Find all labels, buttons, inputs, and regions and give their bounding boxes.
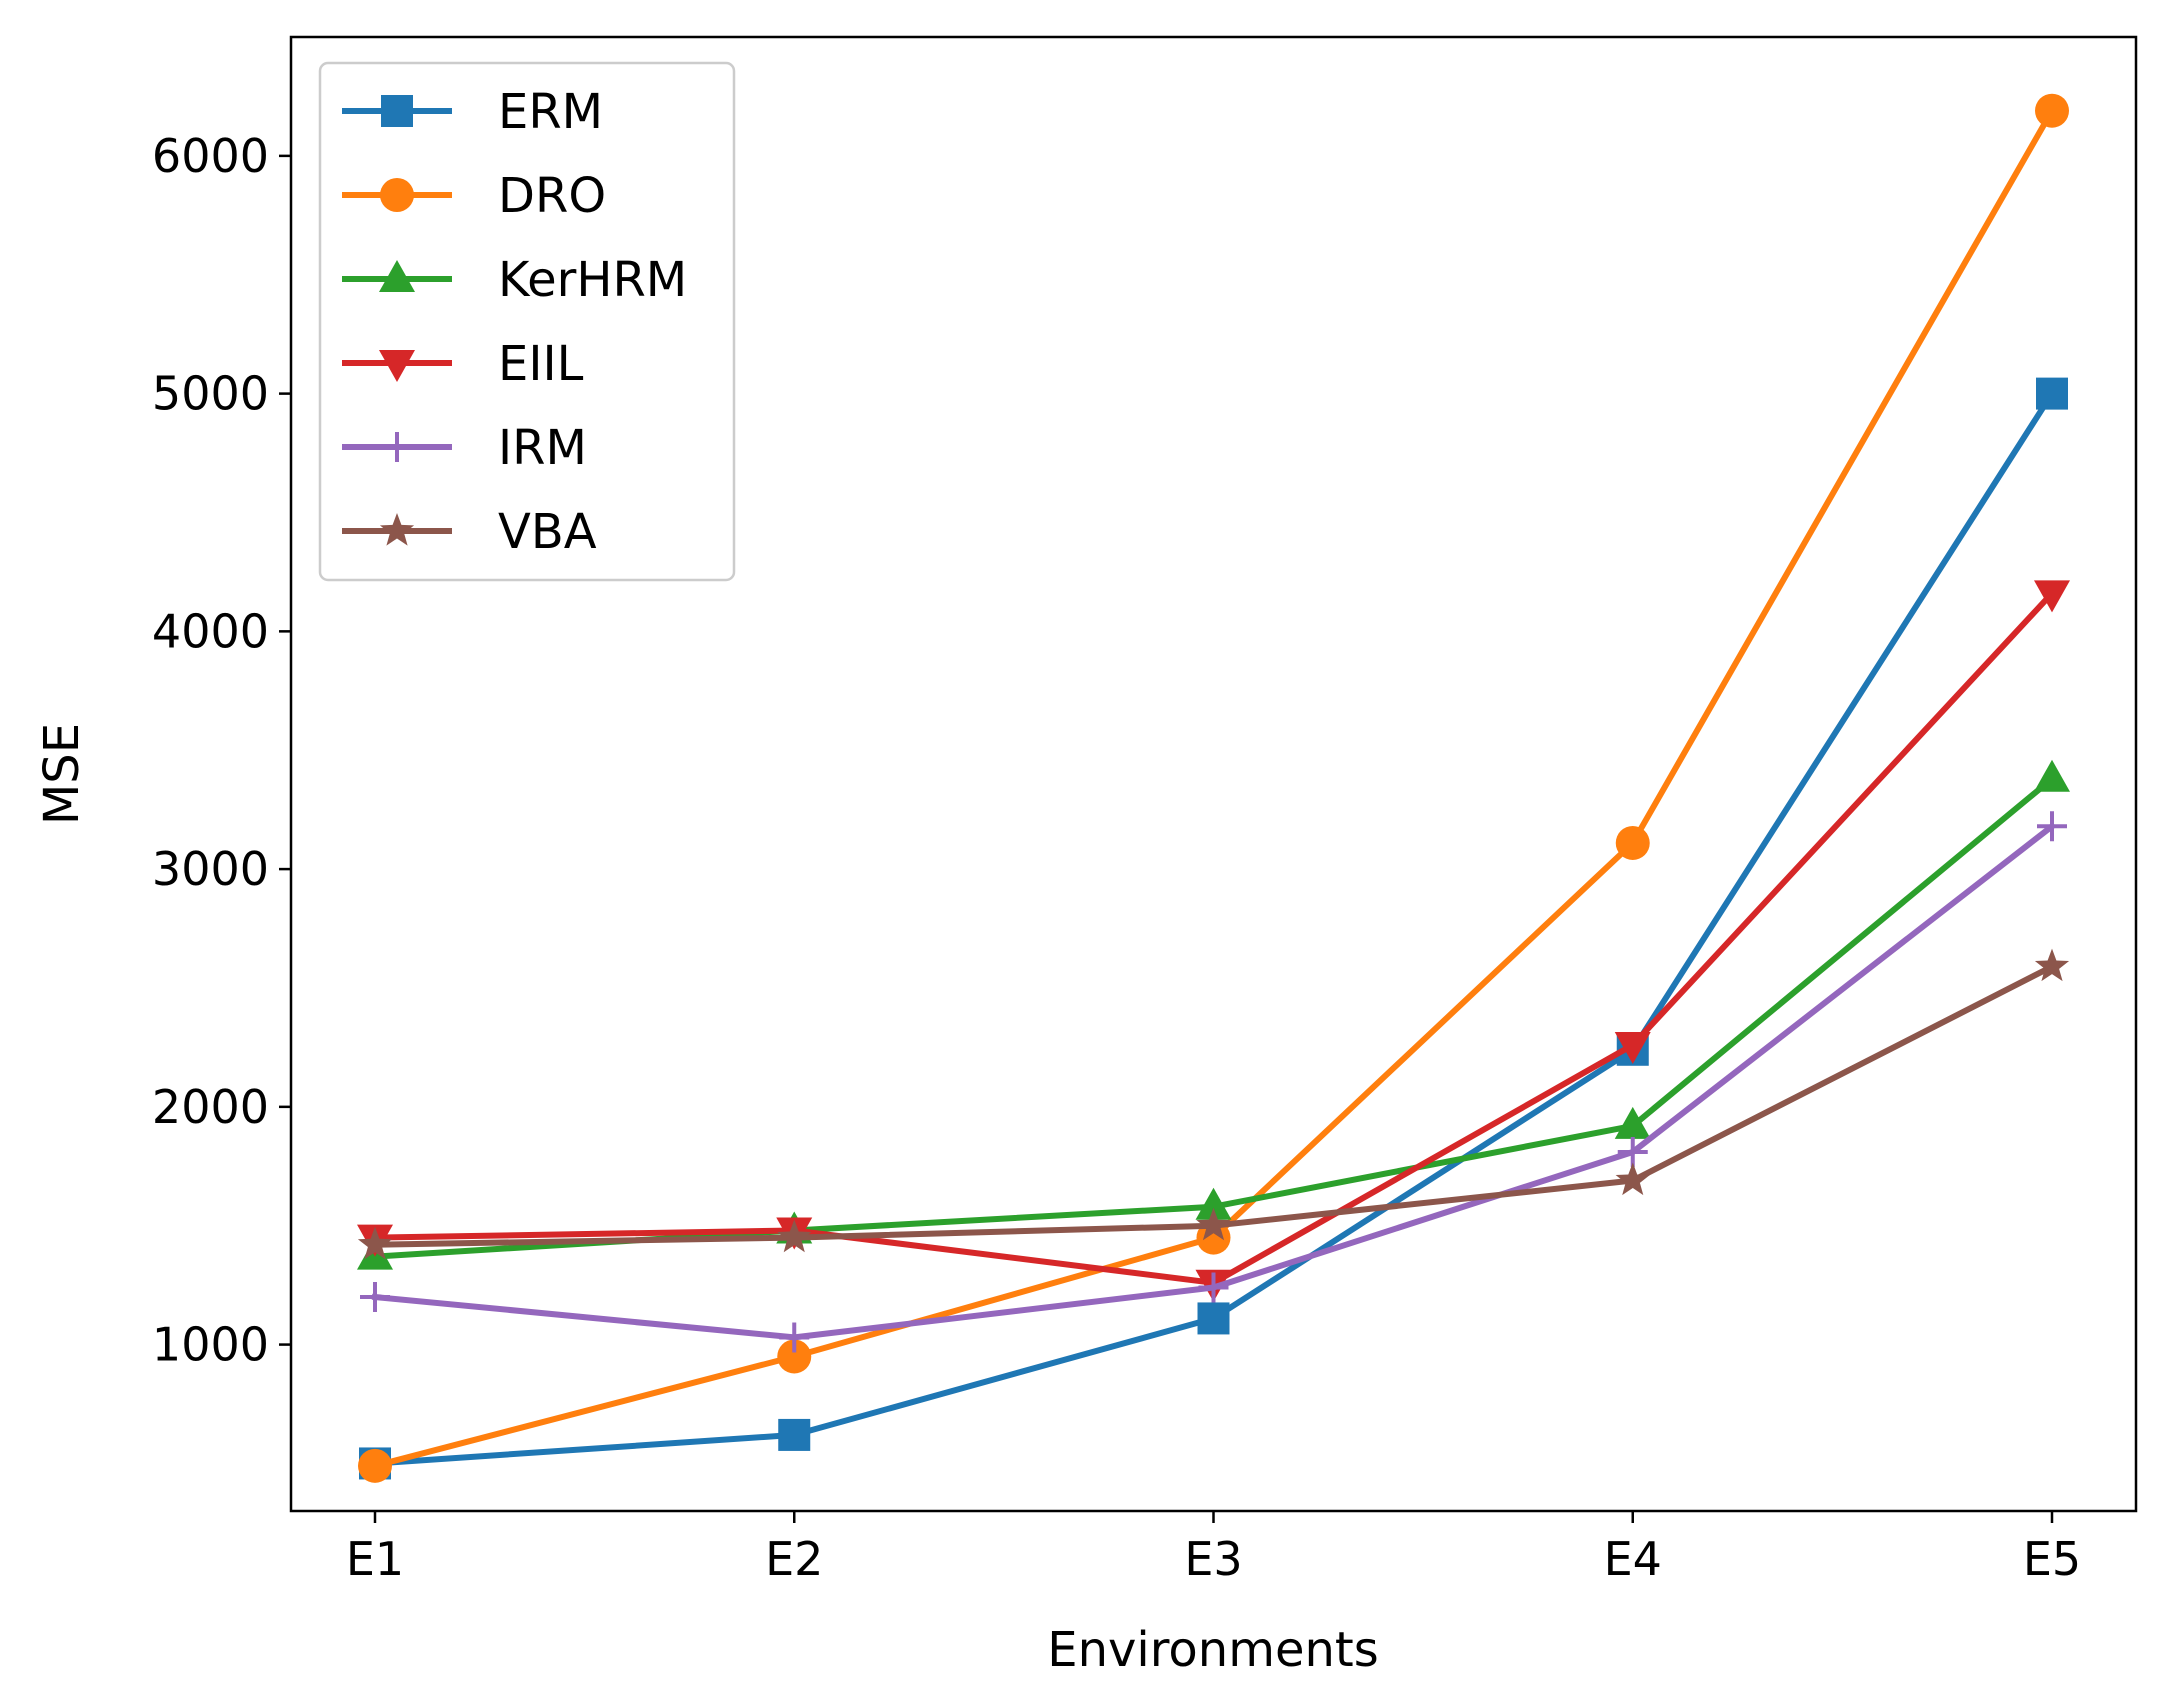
data-point-kerhrm-e3: [1195, 1187, 1232, 1220]
legend: ERM DRO KerHRM EIIL IRM VBA: [318, 61, 736, 582]
legend-label-vba: VBA: [498, 504, 597, 560]
y-tick-label-6000: 6000: [152, 129, 269, 183]
data-point-dro-e4: [1615, 825, 1650, 860]
data-point-irm-e4: [1617, 1137, 1648, 1168]
data-point-dro-e1: [358, 1448, 392, 1483]
legend-item-erm: ERM: [342, 84, 603, 140]
data-point-vba-e2: [777, 1219, 812, 1253]
legend-marker-eiil: [379, 350, 415, 382]
y-tick-label-3000: 3000: [152, 842, 269, 896]
series-dro: [358, 93, 2069, 1483]
legend-marker-vba: [379, 513, 415, 546]
y-tick-label-2000: 2000: [152, 1080, 269, 1134]
data-point-kerhrm-e5: [2034, 759, 2070, 792]
data-point-irm-e2: [779, 1322, 810, 1353]
data-point-dro-e5: [2035, 93, 2069, 128]
legend-item-kerhrm: KerHRM: [342, 252, 687, 308]
legend-marker-dro: [380, 178, 414, 212]
data-point-kerhrm-e4: [1614, 1106, 1651, 1139]
legend-label-erm: ERM: [498, 84, 603, 140]
data-point-irm-e1: [360, 1282, 390, 1313]
y-tick-label-5000: 5000: [152, 367, 269, 421]
x-tick-label-e1: E1: [346, 1532, 404, 1586]
legend-item-eiil: EIIL: [342, 336, 584, 392]
legend-label-irm: IRM: [498, 420, 587, 476]
legend-marker-irm: [382, 432, 412, 462]
y-tick-label-1000: 1000: [152, 1318, 269, 1372]
series-irm: [360, 811, 2067, 1353]
x-tick-label-e4: E4: [1604, 1532, 1662, 1586]
x-axis-label: Environments: [1047, 1622, 1379, 1678]
series-layer: [357, 93, 2070, 1483]
data-point-vba-e4: [1615, 1162, 1650, 1196]
data-point-dro-e3: [1196, 1220, 1231, 1255]
x-tick-label-e3: E3: [1184, 1532, 1242, 1586]
legend-marker-erm: [381, 95, 413, 127]
legend-label-dro: DRO: [498, 168, 606, 224]
y-tick-label-4000: 4000: [152, 604, 269, 658]
data-point-eiil-e5: [2034, 580, 2070, 613]
data-point-erm-e5: [2036, 377, 2068, 410]
legend-label-eiil: EIIL: [498, 336, 584, 392]
legend-item-dro: DRO: [342, 168, 606, 224]
series-vba: [357, 948, 2070, 1260]
y-axis: 1000 2000 3000 4000 5000 6000: [152, 129, 291, 1372]
legend-frame: [318, 61, 736, 582]
y-axis-label: MSE: [34, 723, 90, 825]
x-tick-label-e2: E2: [765, 1532, 823, 1586]
legend-marker-kerhrm: [379, 260, 415, 292]
x-tick-label-e5: E5: [2023, 1532, 2081, 1586]
legend-item-irm: IRM: [342, 420, 587, 476]
data-point-irm-e3: [1198, 1272, 1229, 1303]
data-point-vba-e5: [2034, 948, 2070, 982]
x-axis: E1 E2 E3 E4 E5: [346, 1511, 2081, 1586]
data-point-vba-e1: [357, 1226, 393, 1260]
data-point-eiil-e4: [1614, 1032, 1651, 1065]
data-point-erm-e3: [1197, 1302, 1230, 1335]
legend-label-kerhrm: KerHRM: [498, 252, 687, 308]
legend-item-vba: VBA: [342, 504, 597, 560]
data-point-dro-e2: [777, 1339, 812, 1374]
data-point-vba-e3: [1196, 1207, 1231, 1241]
data-point-irm-e5: [2037, 811, 2067, 842]
data-point-erm-e2: [778, 1418, 811, 1451]
